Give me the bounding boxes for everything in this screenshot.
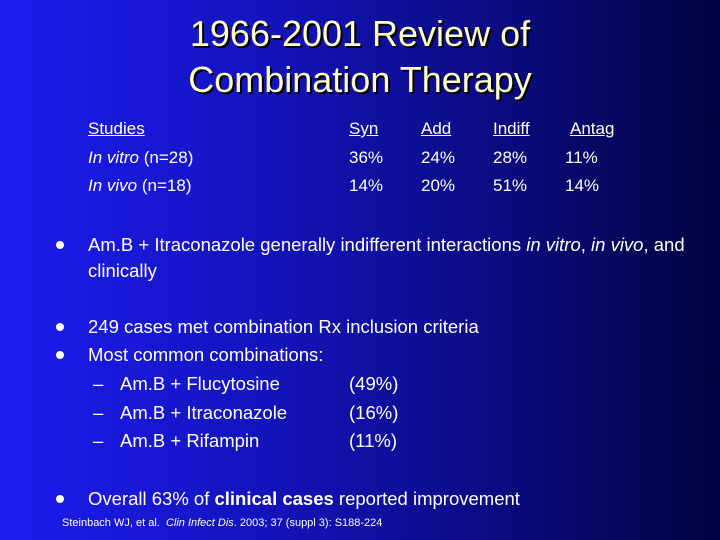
table-header: Syn	[349, 119, 379, 138]
table-cell: 20%	[421, 176, 456, 195]
table-cell: 14%	[349, 176, 384, 195]
bullet-text: Am.B + Itraconazole generally indifferen…	[88, 232, 688, 284]
bullet-dot	[56, 351, 64, 359]
bullet-dot	[56, 495, 64, 503]
table-cell: 24%	[421, 148, 456, 167]
sub-percent: (16%)	[349, 401, 399, 423]
sub-dash: –	[93, 430, 104, 451]
citation: Steinbach WJ, et al. Clin Infect Dis. 20…	[62, 516, 382, 530]
sub-dash: –	[93, 401, 104, 423]
table-cell: 36%	[349, 148, 384, 167]
sub-text: Am.B + Flucytosine	[120, 373, 280, 394]
text-run: Steinbach WJ, et al.	[62, 517, 166, 529]
sub-text: Am.B + Rifampin	[120, 430, 260, 451]
text-run: Most common combinations:	[88, 344, 324, 365]
text-run: clinical cases	[214, 488, 334, 509]
table-cell: 51%	[493, 176, 528, 195]
table-header: Add	[421, 119, 452, 138]
text-run: Am.B + Itraconazole generally indifferen…	[88, 234, 527, 255]
table-header: Antag	[570, 119, 615, 138]
row-label: In vitro (n=28)	[88, 147, 193, 169]
bullet-text: Overall 63% of clinical cases reported i…	[88, 486, 688, 512]
table-cell: 11%	[565, 148, 598, 167]
table-cell: 28%	[493, 148, 528, 167]
text-run: Overall 63% of	[88, 488, 215, 509]
sub-percent: (11%)	[349, 430, 397, 451]
bullet-dot	[56, 323, 64, 331]
text-run: ,	[580, 234, 592, 255]
slide-title: Combination Therapy	[188, 59, 532, 100]
text-run: (n=28)	[139, 148, 194, 167]
text-run: In vivo	[88, 176, 138, 195]
sub-text: Am.B + Itraconazole	[120, 401, 288, 423]
row-label: In vivo (n=18)	[88, 175, 191, 197]
text-run: in vivo	[591, 234, 644, 255]
text-run: in vitro	[526, 234, 581, 255]
bullet-text: Most common combinations:	[88, 342, 688, 368]
text-run: reported improvement	[333, 488, 520, 509]
text-run: In vitro	[88, 148, 140, 167]
table-cell: 14%	[565, 176, 600, 195]
bullet-text: 249 cases met combination Rx inclusion c…	[88, 314, 688, 340]
table-header: Studies	[88, 119, 145, 138]
text-run: (n=18)	[137, 176, 192, 195]
bullet-dot	[56, 241, 64, 249]
sub-dash: –	[93, 373, 104, 394]
text-run: . 2003; 37 (suppl 3): S188-224	[233, 517, 383, 529]
text-run: , and clinically	[88, 234, 690, 281]
text-run: 249 cases met combination Rx inclusion c…	[88, 316, 479, 337]
slide-title: 1966-2001 Review of	[189, 13, 531, 54]
table-header: Indiff	[493, 119, 530, 138]
text-run: Clin Infect Dis	[165, 517, 234, 529]
sub-percent: (49%)	[349, 373, 399, 394]
